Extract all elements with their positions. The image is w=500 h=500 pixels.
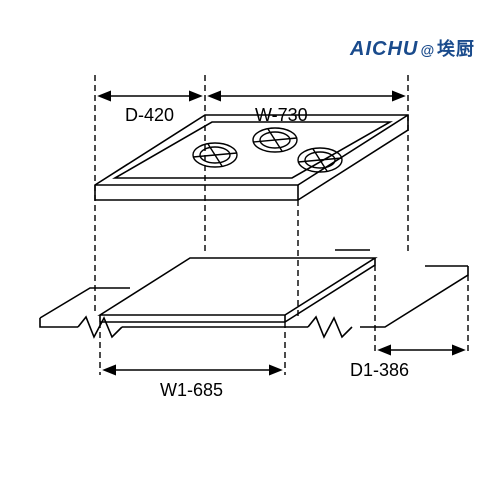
burner-1 [193,143,237,167]
label-D1: D1-386 [350,360,409,381]
burner-3 [298,148,342,172]
brand-text: AICHU [350,38,418,60]
diagram-svg [30,60,470,460]
countertop [40,250,468,337]
brand-watermark: AICHU@埃厨 [350,35,475,61]
bottom-projection [100,265,468,375]
burners [193,128,342,172]
brand-cn: 埃厨 [437,39,475,59]
dimension-diagram: D-420 W-730 W1-685 D1-386 [30,60,470,460]
label-W: W-730 [255,105,308,126]
brand-at: @ [420,42,435,58]
label-D: D-420 [125,105,174,126]
cooktop-panel [95,115,408,200]
label-W1: W1-685 [160,380,223,401]
burner-2 [253,128,297,152]
